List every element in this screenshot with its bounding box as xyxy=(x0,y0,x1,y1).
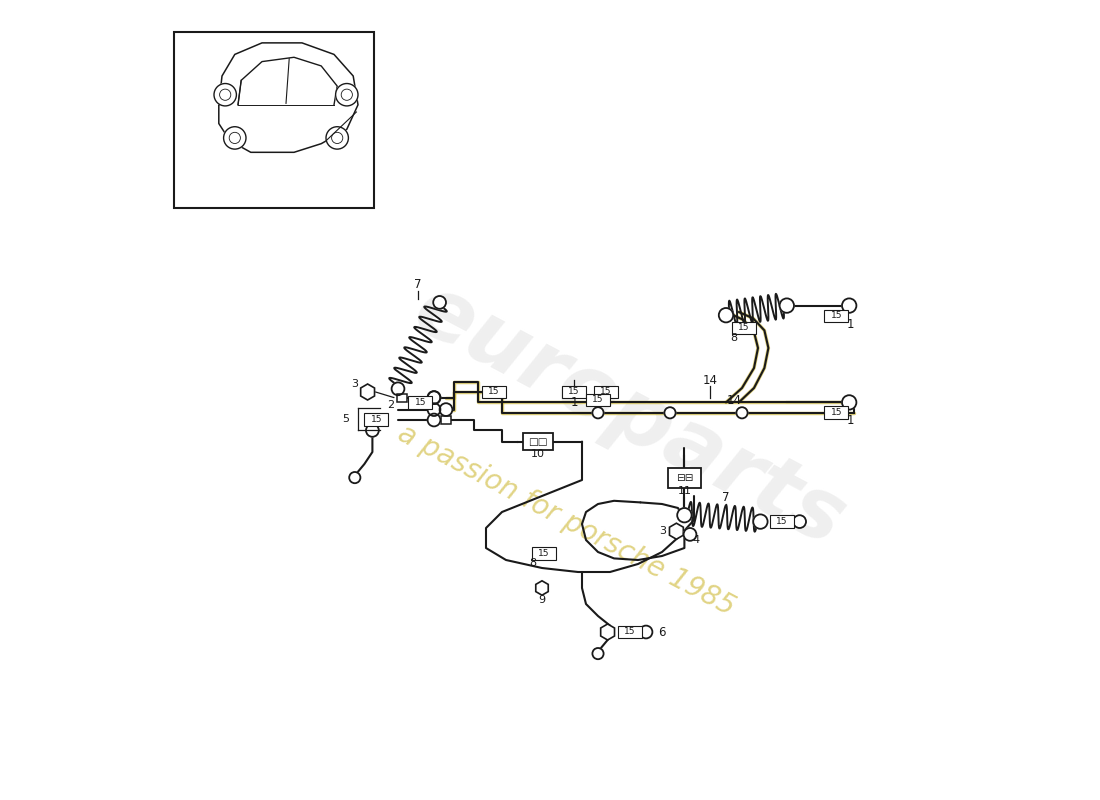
Text: 3: 3 xyxy=(659,526,666,536)
Circle shape xyxy=(428,391,440,404)
Bar xyxy=(668,468,701,488)
Text: 7: 7 xyxy=(415,278,421,290)
Text: 15: 15 xyxy=(569,387,580,397)
Bar xyxy=(586,394,611,406)
Circle shape xyxy=(214,83,236,106)
Text: 3: 3 xyxy=(351,379,358,389)
Circle shape xyxy=(223,126,246,149)
Text: 15: 15 xyxy=(625,627,636,637)
Text: a passion for porsche 1985: a passion for porsche 1985 xyxy=(393,419,739,621)
Text: 15: 15 xyxy=(738,323,749,333)
Text: 10: 10 xyxy=(531,450,544,459)
Bar xyxy=(531,547,556,560)
Text: 7: 7 xyxy=(723,491,729,504)
Polygon shape xyxy=(670,523,683,539)
Text: 15: 15 xyxy=(415,398,426,407)
Circle shape xyxy=(664,407,675,418)
Bar xyxy=(408,396,432,409)
Text: 2: 2 xyxy=(387,400,394,410)
Bar xyxy=(364,413,388,426)
Text: 14: 14 xyxy=(726,394,741,406)
Circle shape xyxy=(366,424,378,437)
Bar xyxy=(824,406,848,419)
Text: 15: 15 xyxy=(601,387,612,397)
Bar xyxy=(482,386,506,398)
Text: 5: 5 xyxy=(342,414,349,424)
Circle shape xyxy=(349,472,361,483)
Circle shape xyxy=(754,514,768,529)
Bar xyxy=(770,515,794,528)
Polygon shape xyxy=(536,581,548,595)
Circle shape xyxy=(392,382,405,395)
Text: 15: 15 xyxy=(830,408,843,418)
Text: 15: 15 xyxy=(830,311,843,321)
Text: 9: 9 xyxy=(538,595,546,605)
Circle shape xyxy=(428,391,440,404)
Text: 14: 14 xyxy=(703,374,717,386)
Circle shape xyxy=(428,403,440,416)
Polygon shape xyxy=(601,624,615,640)
Circle shape xyxy=(336,83,358,106)
Circle shape xyxy=(736,407,748,418)
Circle shape xyxy=(639,626,652,638)
Text: 1: 1 xyxy=(846,318,854,331)
Circle shape xyxy=(842,395,857,410)
Bar xyxy=(562,386,586,398)
Circle shape xyxy=(593,648,604,659)
Text: ⊟⊟: ⊟⊟ xyxy=(675,474,693,483)
Circle shape xyxy=(842,298,857,313)
Text: 15: 15 xyxy=(538,549,549,558)
Circle shape xyxy=(678,508,692,522)
Text: 1: 1 xyxy=(570,396,578,409)
Circle shape xyxy=(780,298,794,313)
Text: 8: 8 xyxy=(730,333,738,342)
Circle shape xyxy=(440,403,452,416)
Bar xyxy=(397,394,407,402)
Text: europarts: europarts xyxy=(400,268,859,564)
Text: 4: 4 xyxy=(692,535,700,545)
Circle shape xyxy=(718,308,734,322)
Text: 15: 15 xyxy=(371,414,382,424)
Bar xyxy=(174,32,374,208)
Circle shape xyxy=(326,126,349,149)
Bar xyxy=(594,386,618,398)
Bar xyxy=(732,322,756,334)
Polygon shape xyxy=(361,384,374,400)
Text: 15: 15 xyxy=(488,387,499,397)
Text: 6: 6 xyxy=(658,626,666,638)
Circle shape xyxy=(428,414,440,426)
Text: 11: 11 xyxy=(678,486,692,496)
Bar xyxy=(824,310,848,322)
Circle shape xyxy=(683,528,696,541)
Text: □□: □□ xyxy=(528,437,548,446)
Text: 1: 1 xyxy=(846,414,854,427)
Text: 15: 15 xyxy=(777,517,788,526)
Bar xyxy=(441,416,451,424)
Circle shape xyxy=(793,515,806,528)
Circle shape xyxy=(433,296,446,309)
Bar xyxy=(522,433,553,450)
Circle shape xyxy=(593,407,604,418)
Text: 8: 8 xyxy=(529,558,536,568)
Text: 15: 15 xyxy=(592,395,604,405)
Bar xyxy=(618,626,642,638)
